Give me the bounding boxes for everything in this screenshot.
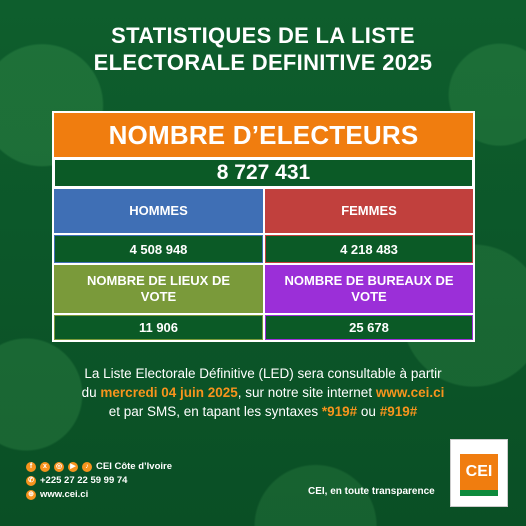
tiktok-icon[interactable]: ♪ — [82, 461, 92, 472]
cei-logo: CEI — [450, 439, 508, 507]
instagram-icon[interactable]: ◎ — [54, 461, 64, 472]
facebook-icon[interactable]: f — [26, 461, 36, 472]
sms-code-1: *919# — [321, 404, 358, 419]
lieux-value: 11 906 — [54, 315, 263, 340]
hommes-label: HOMMES — [54, 189, 263, 233]
title-line-1: STATISTIQUES DE LA LISTE — [111, 23, 415, 48]
info-line-2-prefix: du — [81, 385, 101, 400]
title-line-2: ELECTORALE DEFINITIVE 2025 — [93, 50, 433, 75]
x-icon[interactable]: x — [40, 461, 50, 472]
femmes-value: 4 218 483 — [265, 235, 473, 263]
sms-code-2: #919# — [379, 404, 418, 419]
social-handle: CEI Côte d’Ivoire — [96, 461, 173, 472]
info-line-3: et par SMS, en tapant les syntaxes *919#… — [0, 402, 526, 421]
youtube-icon[interactable]: ▶ — [68, 461, 78, 472]
info-line-3-prefix: et par SMS, en tapant les syntaxes — [108, 404, 322, 419]
web-row: ⊕ www.cei.ci — [26, 489, 88, 500]
info-text: La Liste Electorale Définitive (LED) ser… — [0, 364, 526, 421]
info-line-2: du mercredi 04 juin 2025, sur notre site… — [0, 383, 526, 402]
social-row: f x ◎ ▶ ♪ CEI Côte d’Ivoire — [26, 461, 172, 472]
hommes-value: 4 508 948 — [54, 235, 263, 263]
tagline: CEI, en toute transparence — [308, 486, 435, 497]
page-title: STATISTIQUES DE LA LISTE ELECTORALE DEFI… — [0, 22, 526, 76]
phone-icon: ✆ — [26, 475, 36, 486]
electeurs-header: NOMBRE D’ELECTEURS — [54, 113, 473, 157]
lieux-label: NOMBRE DE LIEUX DE VOTE — [54, 265, 263, 313]
info-line-1: La Liste Electorale Définitive (LED) ser… — [84, 366, 442, 381]
electeurs-total: 8 727 431 — [54, 159, 473, 187]
globe-icon: ⊕ — [26, 489, 36, 500]
bureaux-value: 25 678 — [265, 315, 473, 340]
phone-row: ✆ +225 27 22 59 99 74 — [26, 475, 127, 486]
bureaux-label: NOMBRE DE BUREAUX DE VOTE — [265, 265, 473, 313]
info-line-3-middle: ou — [357, 404, 380, 419]
femmes-label: FEMMES — [265, 189, 473, 233]
release-date: mercredi 04 juin 2025 — [100, 385, 238, 400]
cei-logo-mark: CEI — [460, 454, 498, 496]
web-address[interactable]: www.cei.ci — [40, 489, 89, 500]
phone-number: +225 27 22 59 99 74 — [40, 475, 128, 486]
website-link[interactable]: www.cei.ci — [375, 385, 445, 400]
info-line-2-middle: , sur notre site internet — [237, 385, 376, 400]
